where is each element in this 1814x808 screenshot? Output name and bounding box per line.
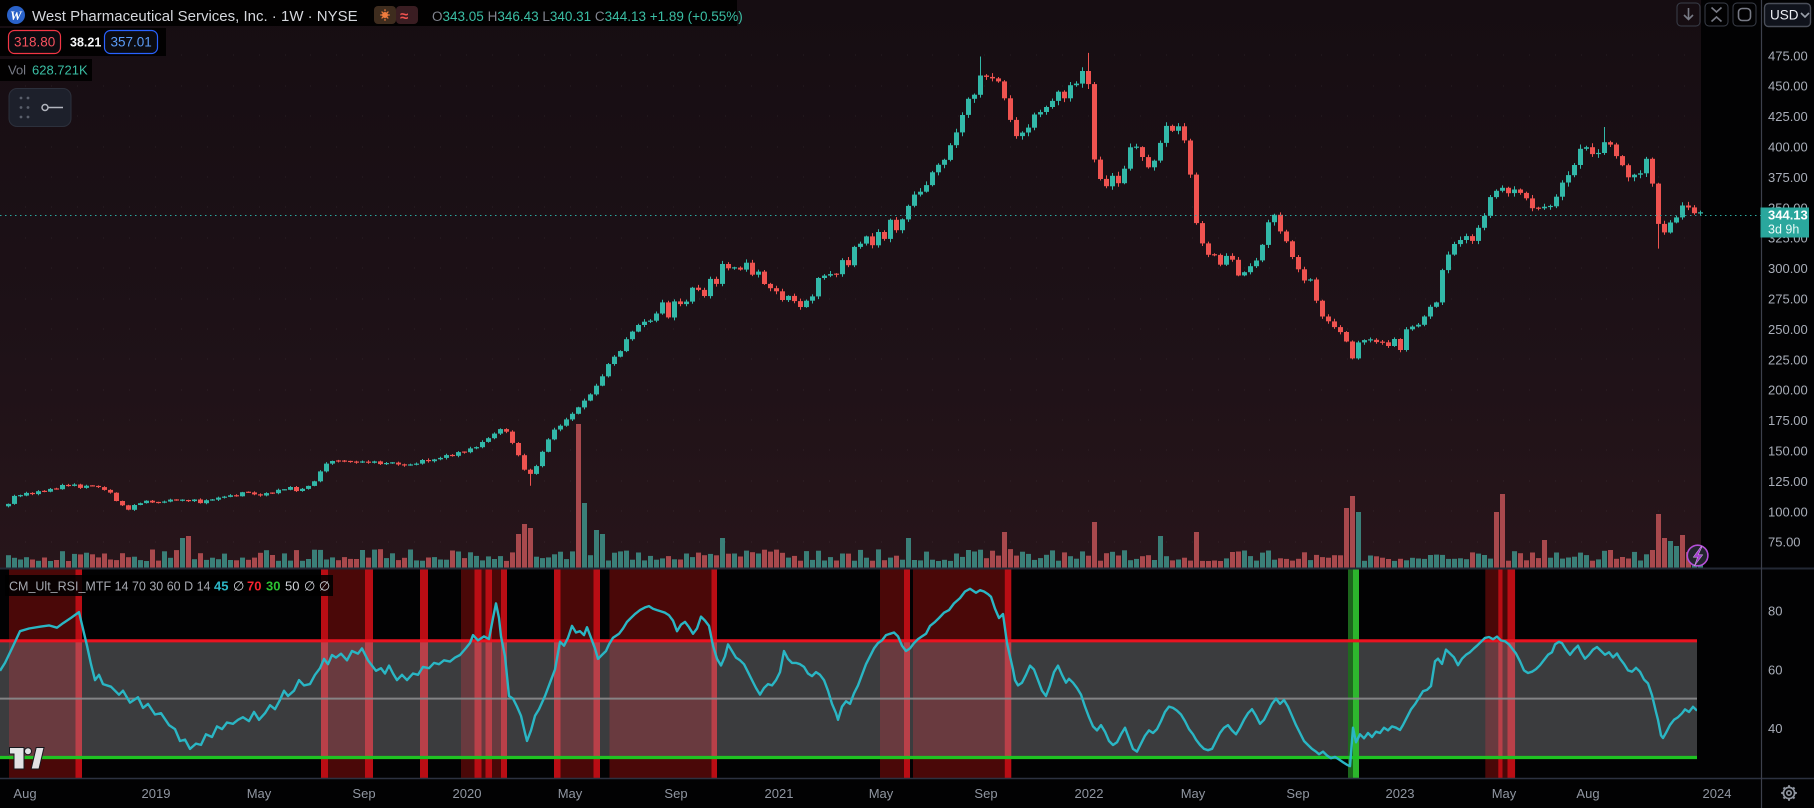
svg-text:May: May bbox=[1181, 786, 1206, 801]
svg-text:150.00: 150.00 bbox=[1768, 444, 1808, 459]
svg-text:May: May bbox=[558, 786, 583, 801]
svg-text:175.00: 175.00 bbox=[1768, 413, 1808, 428]
svg-text:Sep: Sep bbox=[1286, 786, 1309, 801]
svg-text:∅ ∅: ∅ ∅ bbox=[304, 579, 330, 594]
svg-text:225.00: 225.00 bbox=[1768, 352, 1808, 367]
svg-text:318.80: 318.80 bbox=[14, 35, 55, 50]
svg-text:Vol: Vol bbox=[8, 63, 26, 78]
svg-text:Sep: Sep bbox=[352, 786, 375, 801]
svg-text:2021: 2021 bbox=[765, 786, 794, 801]
svg-text:Aug: Aug bbox=[13, 786, 36, 801]
svg-text:Sep: Sep bbox=[664, 786, 687, 801]
svg-text:425.00: 425.00 bbox=[1768, 109, 1808, 124]
svg-text:2022: 2022 bbox=[1075, 786, 1104, 801]
svg-text:80: 80 bbox=[1768, 604, 1782, 619]
svg-text:300.00: 300.00 bbox=[1768, 261, 1808, 276]
svg-text:70: 70 bbox=[247, 579, 261, 594]
svg-text:75.00: 75.00 bbox=[1768, 535, 1801, 550]
svg-text:May: May bbox=[1492, 786, 1517, 801]
svg-text:400.00: 400.00 bbox=[1768, 140, 1808, 155]
svg-text:CM_Ult_RSI_MTF 14 70 30 60 D 1: CM_Ult_RSI_MTF 14 70 30 60 D 14 bbox=[9, 580, 211, 594]
svg-text:∅: ∅ bbox=[233, 579, 244, 594]
svg-text:275.00: 275.00 bbox=[1768, 292, 1808, 307]
svg-text:50: 50 bbox=[285, 579, 299, 594]
svg-text:2023: 2023 bbox=[1386, 786, 1415, 801]
svg-text:2024: 2024 bbox=[1703, 786, 1732, 801]
svg-text:30: 30 bbox=[266, 579, 280, 594]
svg-text:Aug: Aug bbox=[1576, 786, 1599, 801]
svg-text:475.00: 475.00 bbox=[1768, 48, 1808, 63]
svg-text:Sep: Sep bbox=[974, 786, 997, 801]
svg-text:West Pharmaceutical Services,: West Pharmaceutical Services, Inc. · 1W … bbox=[32, 8, 358, 25]
svg-text:344.13: 344.13 bbox=[1768, 208, 1808, 223]
svg-text:450.00: 450.00 bbox=[1768, 79, 1808, 94]
svg-text:250.00: 250.00 bbox=[1768, 322, 1808, 337]
svg-text:100.00: 100.00 bbox=[1768, 504, 1808, 519]
svg-text:357.01: 357.01 bbox=[111, 35, 152, 50]
svg-text:45: 45 bbox=[214, 579, 228, 594]
svg-text:W: W bbox=[10, 8, 23, 23]
svg-text:38.21: 38.21 bbox=[70, 36, 101, 50]
svg-text:375.00: 375.00 bbox=[1768, 170, 1808, 185]
svg-text:3d 9h: 3d 9h bbox=[1768, 223, 1799, 237]
svg-text:628.721K: 628.721K bbox=[32, 63, 88, 78]
svg-text:200.00: 200.00 bbox=[1768, 383, 1808, 398]
svg-text:O343.05 H346.43 L340.31 C344.1: O343.05 H346.43 L340.31 C344.13 +1.89 (+… bbox=[432, 9, 743, 24]
svg-text:May: May bbox=[247, 786, 272, 801]
svg-text:≈: ≈ bbox=[400, 8, 408, 25]
svg-text:USD: USD bbox=[1770, 8, 1799, 23]
svg-text:60: 60 bbox=[1768, 663, 1782, 678]
svg-text:2019: 2019 bbox=[142, 786, 171, 801]
svg-text:40: 40 bbox=[1768, 721, 1782, 736]
svg-text:2020: 2020 bbox=[453, 786, 482, 801]
svg-text:May: May bbox=[869, 786, 894, 801]
svg-text:125.00: 125.00 bbox=[1768, 474, 1808, 489]
